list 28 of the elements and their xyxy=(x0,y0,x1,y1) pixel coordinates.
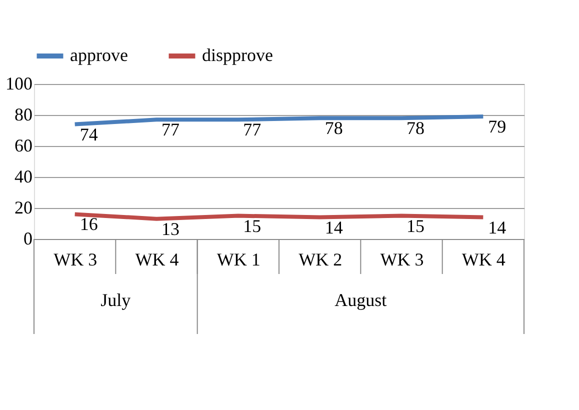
data-label: 15 xyxy=(243,216,262,236)
data-label: 74 xyxy=(80,124,98,144)
y-tick-label: 40 xyxy=(14,166,32,186)
data-label: 13 xyxy=(162,218,180,239)
y-tick-label: 80 xyxy=(14,104,32,124)
y-tick-label: 20 xyxy=(14,198,32,218)
data-label: 14 xyxy=(488,217,506,238)
x-tick-label: WK 2 xyxy=(298,250,342,270)
y-tick-label: 60 xyxy=(14,136,32,156)
data-label: 15 xyxy=(406,216,424,236)
y-tick-label: 0 xyxy=(24,228,32,248)
data-label: 77 xyxy=(162,120,180,140)
data-label: 16 xyxy=(80,214,98,234)
text: July xyxy=(100,290,131,310)
data-label: 79 xyxy=(488,116,506,137)
x-tick-label: WK 3 xyxy=(54,250,98,270)
x-tick-label: WK 4 xyxy=(135,250,179,270)
legend-label: dispprove xyxy=(202,45,273,65)
data-label: 78 xyxy=(406,118,424,138)
text: August xyxy=(334,290,387,310)
x-tick-label: WK 4 xyxy=(462,250,506,270)
x-tick-label: WK 3 xyxy=(380,250,424,270)
data-label: 14 xyxy=(324,217,343,238)
data-label: 77 xyxy=(243,120,262,140)
x-tick-label: WK 1 xyxy=(216,250,260,270)
legend-label: approve xyxy=(70,45,128,65)
data-label: 78 xyxy=(324,118,343,138)
y-tick-label: 100 xyxy=(6,74,32,94)
